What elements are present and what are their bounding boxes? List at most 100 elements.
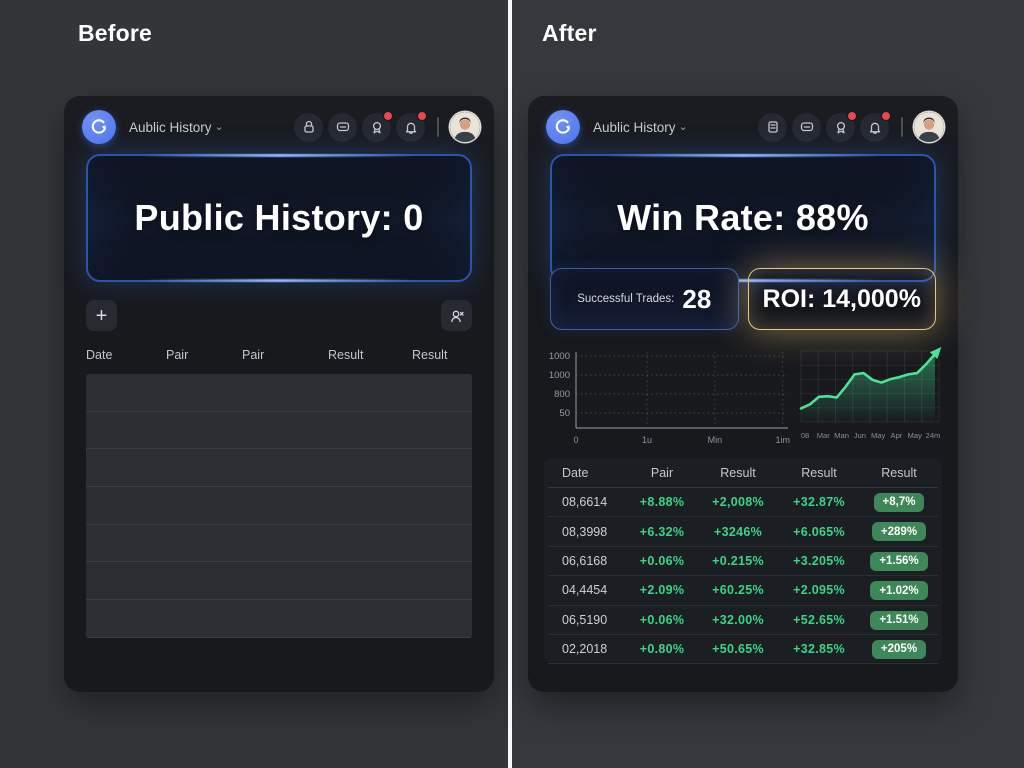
chat-button[interactable]	[792, 112, 821, 142]
column-header: Pair	[650, 465, 674, 480]
percent-cell: +60.25%	[712, 583, 764, 598]
empty-table-row	[86, 449, 472, 488]
percent-cell: +32.85%	[793, 642, 845, 657]
chat-button[interactable]	[328, 112, 357, 142]
svg-text:Jun: Jun	[854, 431, 866, 440]
app-logo[interactable]	[82, 110, 116, 144]
notification-dot	[881, 110, 891, 121]
empty-table-row	[86, 487, 472, 525]
table-row: 08,3998 +6.32% +3246% +6.065% +289%	[548, 517, 938, 547]
status-badge: +1.02%	[870, 581, 928, 601]
results-table-header: Date Pair Result Result Result	[548, 458, 938, 488]
column-header: Result	[881, 465, 917, 480]
date-cell: 08,6614	[562, 495, 608, 510]
status-badge: +8,7%	[873, 492, 925, 512]
result-badge-cell: +1.51%	[860, 610, 938, 630]
status-badge: +1.56%	[870, 551, 928, 571]
svg-text:1000: 1000	[549, 351, 570, 362]
result-badge-cell: +1.02%	[860, 581, 938, 601]
column-header: Result	[412, 348, 448, 362]
column-header: Pair	[242, 348, 265, 362]
date-cell: 08,3998	[562, 524, 608, 539]
page-title-dropdown[interactable]: Aublic History ⌄	[593, 120, 688, 135]
table-row: 02,2018 +0.80% +50.65% +32.85% +205%	[548, 635, 938, 665]
file-button[interactable]	[758, 112, 787, 142]
win-rate-banner: Win Rate: 88%	[550, 154, 936, 282]
status-badge: +1.51%	[870, 610, 928, 630]
award-icon	[372, 121, 381, 134]
after-section: After Aublic History ⌄	[514, 0, 1024, 768]
percent-cell: +0.215%	[712, 553, 764, 568]
svg-text:Min: Min	[708, 435, 723, 445]
public-history-count: Public History: 0	[134, 197, 424, 238]
svg-text:Mar: Mar	[817, 431, 831, 440]
percent-cell: +6.32%	[639, 524, 685, 539]
header-actions	[758, 110, 944, 142]
app-header: Aublic History ⌄	[82, 108, 480, 146]
app-header: Aublic History ⌄	[546, 108, 944, 146]
result-badge-cell: +8,7%	[860, 492, 938, 512]
svg-text:Man: Man	[834, 431, 849, 440]
avatar[interactable]	[450, 112, 480, 142]
table-row: 04,4454 +2.09% +60.25% +2.095% +1.02%	[548, 576, 938, 606]
percent-cell: +32.87%	[793, 495, 845, 510]
award-button[interactable]	[826, 110, 857, 142]
svg-text:1u: 1u	[642, 435, 652, 445]
page-title: Aublic History	[129, 119, 212, 135]
notification-dot	[847, 110, 857, 121]
date-cell: 06,6168	[562, 553, 608, 568]
percent-cell: +0.06%	[639, 553, 685, 568]
page-title: Aublic History	[593, 119, 676, 135]
logo-icon	[555, 119, 571, 134]
successful-trades-card: Successful Trades: 28	[550, 268, 739, 330]
percent-cell: +3.205%	[793, 553, 845, 568]
empty-history-table	[86, 374, 472, 638]
chat-icon	[800, 122, 813, 132]
public-history-banner: Public History: 0	[86, 154, 472, 282]
win-rate-value: Win Rate: 88%	[617, 197, 869, 238]
award-button[interactable]	[362, 110, 393, 142]
result-badge-cell: +289%	[860, 522, 938, 542]
empty-line-chart: 1000 1000 800 50 0 1u Min 1im	[549, 351, 790, 445]
status-badge: +205%	[871, 639, 927, 659]
column-header: Pair	[166, 348, 189, 362]
svg-text:0: 0	[573, 435, 578, 445]
bell-button[interactable]	[396, 110, 427, 142]
avatar-image	[450, 112, 480, 142]
page-title-dropdown[interactable]: Aublic History ⌄	[129, 120, 224, 135]
lock-icon	[303, 120, 314, 133]
avatar[interactable]	[914, 112, 944, 142]
table-row: 08,6614 +8.88% +2,008% +32.87% +8,7%	[548, 488, 938, 518]
percent-cell: +6.065%	[793, 524, 845, 539]
award-icon	[836, 121, 845, 134]
chevron-down-icon: ⌄	[678, 120, 688, 133]
file-icon	[767, 121, 778, 133]
date-cell: 04,4454	[562, 583, 608, 598]
lock-button[interactable]	[294, 112, 323, 142]
percent-cell: +52.65%	[793, 612, 845, 627]
svg-text:50: 50	[559, 408, 570, 419]
notification-dot	[417, 110, 427, 121]
after-label: After	[542, 20, 597, 46]
bell-button[interactable]	[860, 110, 891, 142]
percent-cell: +8.88%	[639, 495, 685, 510]
trades-label: Successful Trades:	[577, 293, 675, 305]
roi-value: ROI: 14,000%	[762, 284, 921, 313]
after-panel: Aublic History ⌄	[528, 96, 958, 692]
bell-icon	[405, 122, 416, 135]
add-button[interactable]: +	[86, 300, 117, 331]
avatar-image	[914, 112, 944, 142]
status-badge: +289%	[871, 522, 927, 542]
empty-table-row	[86, 524, 472, 563]
app-logo[interactable]	[546, 110, 580, 144]
percent-cell: +32.00%	[712, 612, 764, 627]
header-divider	[437, 117, 439, 137]
percent-cell: +3246%	[713, 524, 763, 539]
add-person-button[interactable]	[441, 300, 472, 331]
bell-icon	[869, 122, 880, 135]
stats-row: Successful Trades: 28 ROI: 14,000%	[550, 268, 936, 330]
before-section: Before Aublic History ⌄	[0, 0, 510, 768]
growth-area-chart: 08 Mar Man Jun May Apr May 24m	[799, 347, 942, 440]
svg-text:1000: 1000	[549, 370, 570, 381]
